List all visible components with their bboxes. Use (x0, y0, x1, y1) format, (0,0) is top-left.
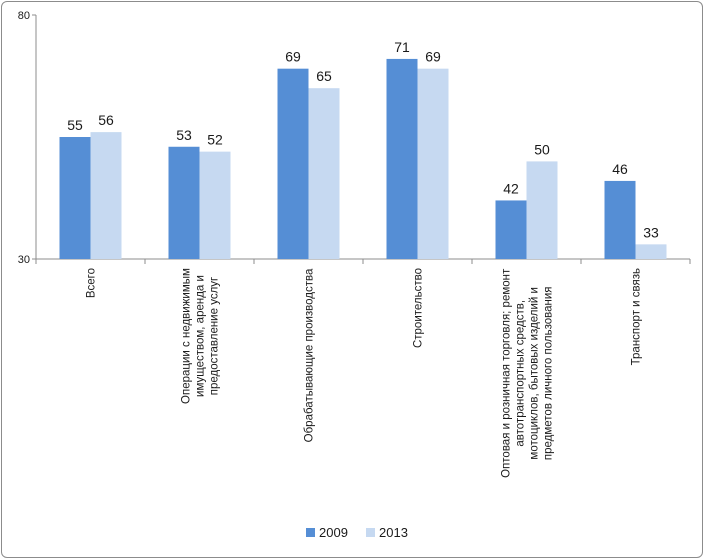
data-label-2009-2: 69 (285, 49, 301, 65)
bar-2009-0 (59, 137, 91, 259)
data-label-2009-1: 53 (176, 127, 192, 143)
legend-label-2013: 2013 (379, 525, 408, 540)
legend-swatch-2013 (366, 528, 375, 537)
category-label-5: Транспорт и связь (631, 268, 643, 365)
category-label-line: предоставление услуг (209, 277, 221, 396)
category-label-line: Всего (86, 268, 98, 298)
y-tick-label: 80 (18, 10, 30, 22)
bar-2009-1 (168, 146, 200, 259)
bar-2013-0 (90, 132, 122, 259)
category-label-1: Операции с недвижимым имуществом, аренда … (181, 268, 221, 404)
bar-2013-2 (308, 88, 340, 259)
data-label-2009-4: 42 (503, 180, 519, 196)
bar-2013-1 (199, 151, 231, 259)
bar-2013-4 (526, 161, 558, 259)
category-label-line: мотоциклов, бытовых изделий и (529, 287, 541, 460)
category-label-3: Строительство (413, 268, 425, 348)
data-label-2013-5: 33 (643, 224, 659, 240)
bar-2009-2 (277, 68, 309, 260)
data-label-2013-4: 50 (534, 141, 550, 157)
data-label-2013-1: 52 (207, 132, 223, 148)
bar-2013-5 (635, 244, 667, 259)
category-label-line: предметов личного пользования (543, 286, 555, 460)
data-label-2013-0: 56 (98, 112, 114, 128)
category-label-line: Транспорт и связь (631, 268, 643, 365)
bar-2009-4 (495, 200, 527, 259)
category-label-line: Операции с недвижимым (181, 268, 193, 404)
category-label-line: Оптовая и розничная торговля; ремонт (501, 268, 513, 478)
category-label-0: Всего (86, 268, 98, 298)
data-label-2013-3: 69 (425, 49, 441, 65)
legend-label-2009: 2009 (319, 525, 348, 540)
category-label-4: Оптовая и розничная торговля; ремонт авто… (501, 268, 555, 478)
legend-swatch-2009 (306, 528, 315, 537)
category-label-line: имуществом, аренда и (195, 275, 207, 397)
bar-2009-3 (386, 58, 418, 259)
data-label-2009-0: 55 (67, 117, 83, 133)
category-label-line: автотранспортных средств, (515, 300, 527, 447)
bar-2013-3 (417, 68, 449, 260)
data-label-2013-2: 65 (316, 68, 332, 84)
data-label-2009-5: 46 (612, 161, 628, 177)
data-label-2009-3: 71 (394, 39, 410, 55)
category-label-2: Обрабатывающие производства (304, 268, 316, 442)
y-tick-label: 30 (18, 254, 30, 266)
bar-2009-5 (604, 180, 636, 259)
category-label-line: Обрабатывающие производства (304, 268, 316, 442)
category-label-line: Строительство (413, 268, 425, 348)
